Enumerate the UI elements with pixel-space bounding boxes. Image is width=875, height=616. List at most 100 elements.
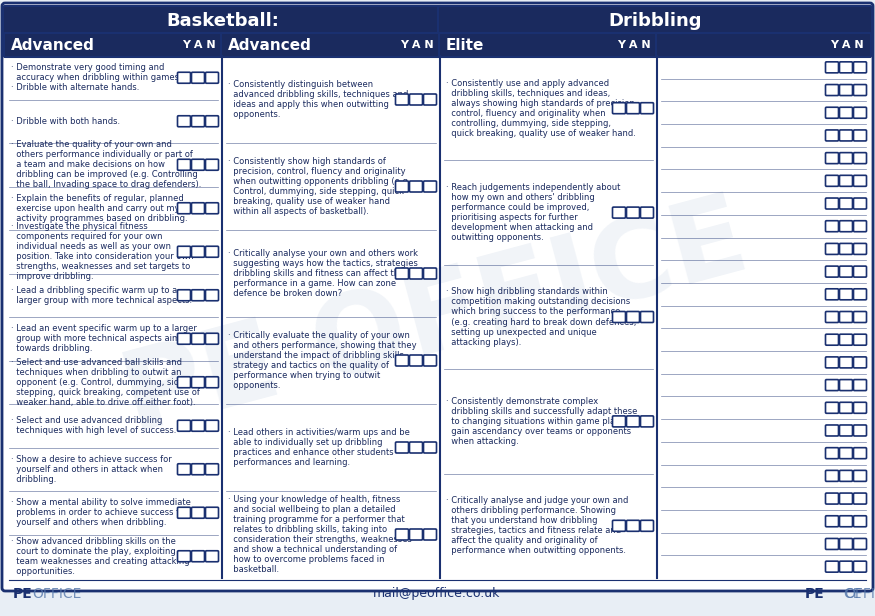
Text: Y A N: Y A N — [618, 40, 651, 50]
FancyBboxPatch shape — [825, 402, 838, 413]
FancyBboxPatch shape — [221, 33, 441, 57]
FancyBboxPatch shape — [853, 289, 866, 300]
Text: Elite: Elite — [446, 38, 485, 52]
FancyBboxPatch shape — [424, 181, 437, 192]
FancyBboxPatch shape — [853, 176, 866, 186]
FancyBboxPatch shape — [853, 266, 866, 277]
FancyBboxPatch shape — [853, 471, 866, 481]
FancyBboxPatch shape — [640, 103, 654, 114]
FancyBboxPatch shape — [206, 116, 219, 127]
FancyBboxPatch shape — [396, 268, 409, 279]
FancyBboxPatch shape — [839, 289, 852, 300]
FancyBboxPatch shape — [396, 442, 409, 453]
FancyBboxPatch shape — [626, 416, 640, 427]
FancyBboxPatch shape — [396, 529, 409, 540]
FancyBboxPatch shape — [206, 333, 219, 344]
FancyBboxPatch shape — [825, 62, 838, 73]
Text: · Consistently distinguish between
  advanced dribbling skills, techniques and
 : · Consistently distinguish between advan… — [228, 80, 409, 119]
FancyBboxPatch shape — [626, 103, 640, 114]
FancyBboxPatch shape — [825, 357, 838, 368]
Text: OFFICE: OFFICE — [32, 587, 81, 601]
FancyBboxPatch shape — [612, 416, 626, 427]
FancyBboxPatch shape — [206, 160, 219, 170]
FancyBboxPatch shape — [825, 107, 838, 118]
FancyBboxPatch shape — [424, 355, 437, 366]
Text: · Show a desire to achieve success for
  yourself and others in attack when
  dr: · Show a desire to achieve success for y… — [11, 455, 172, 484]
FancyBboxPatch shape — [839, 448, 852, 459]
FancyBboxPatch shape — [424, 529, 437, 540]
FancyBboxPatch shape — [178, 290, 191, 301]
FancyBboxPatch shape — [839, 221, 852, 232]
FancyBboxPatch shape — [640, 312, 654, 323]
FancyBboxPatch shape — [853, 243, 866, 254]
Text: · Consistently show high standards of
  precision, control, fluency and original: · Consistently show high standards of pr… — [228, 157, 410, 216]
FancyBboxPatch shape — [396, 355, 409, 366]
Text: · Lead others in activities/warm ups and be
  able to individually set up dribbl: · Lead others in activities/warm ups and… — [228, 428, 410, 467]
FancyBboxPatch shape — [839, 561, 852, 572]
FancyBboxPatch shape — [853, 493, 866, 504]
FancyBboxPatch shape — [825, 221, 838, 232]
FancyBboxPatch shape — [853, 561, 866, 572]
Text: Basketball:: Basketball: — [166, 12, 279, 30]
Text: · Using your knowledge of health, fitness
  and social wellbeing to plan a detai: · Using your knowledge of health, fitnes… — [228, 495, 412, 574]
Text: · Reach judgements independently about
  how my own and others' dribbling
  perf: · Reach judgements independently about h… — [446, 183, 620, 242]
FancyBboxPatch shape — [192, 507, 205, 518]
Text: Dribbling: Dribbling — [608, 12, 702, 30]
Text: · Critically analyse and judge your own and
  others dribbling performance. Show: · Critically analyse and judge your own … — [446, 496, 628, 556]
FancyBboxPatch shape — [853, 84, 866, 95]
FancyBboxPatch shape — [825, 493, 838, 504]
FancyBboxPatch shape — [612, 103, 626, 114]
FancyBboxPatch shape — [839, 379, 852, 391]
Text: PE: PE — [804, 587, 824, 601]
FancyBboxPatch shape — [839, 516, 852, 527]
FancyBboxPatch shape — [192, 246, 205, 257]
FancyBboxPatch shape — [853, 334, 866, 345]
Text: · Show a mental ability to solve immediate
  problems in order to achieve succes: · Show a mental ability to solve immedia… — [11, 498, 191, 527]
FancyBboxPatch shape — [206, 72, 219, 83]
FancyBboxPatch shape — [839, 62, 852, 73]
FancyBboxPatch shape — [839, 130, 852, 141]
FancyBboxPatch shape — [825, 379, 838, 391]
FancyBboxPatch shape — [410, 94, 423, 105]
Text: Y A N: Y A N — [830, 40, 864, 50]
FancyBboxPatch shape — [839, 334, 852, 345]
FancyBboxPatch shape — [853, 153, 866, 164]
FancyBboxPatch shape — [178, 203, 191, 214]
FancyBboxPatch shape — [4, 33, 223, 57]
FancyBboxPatch shape — [825, 425, 838, 436]
FancyBboxPatch shape — [825, 516, 838, 527]
FancyBboxPatch shape — [192, 377, 205, 387]
FancyBboxPatch shape — [192, 551, 205, 562]
FancyBboxPatch shape — [839, 266, 852, 277]
FancyBboxPatch shape — [825, 334, 838, 345]
FancyBboxPatch shape — [853, 221, 866, 232]
FancyBboxPatch shape — [424, 94, 437, 105]
FancyBboxPatch shape — [853, 402, 866, 413]
FancyBboxPatch shape — [178, 551, 191, 562]
Text: · Lead a dribbling specific warm up to a
  larger group with more technical aspe: · Lead a dribbling specific warm up to a… — [11, 286, 192, 305]
FancyBboxPatch shape — [839, 153, 852, 164]
FancyBboxPatch shape — [192, 464, 205, 475]
Text: · Consistently use and apply advanced
  dribbling skills, techniques and ideas,
: · Consistently use and apply advanced dr… — [446, 79, 637, 138]
FancyBboxPatch shape — [853, 62, 866, 73]
FancyBboxPatch shape — [825, 312, 838, 323]
Text: · Consistently demonstrate complex
  dribbling skills and successfully adapt the: · Consistently demonstrate complex dribb… — [446, 397, 637, 446]
FancyBboxPatch shape — [396, 94, 409, 105]
FancyBboxPatch shape — [192, 333, 205, 344]
Text: · Demonstrate very good timing and
  accuracy when dribbling within games.
· Dri: · Demonstrate very good timing and accur… — [11, 63, 182, 92]
FancyBboxPatch shape — [839, 493, 852, 504]
FancyBboxPatch shape — [206, 246, 219, 257]
FancyBboxPatch shape — [839, 84, 852, 95]
FancyBboxPatch shape — [626, 207, 640, 218]
FancyBboxPatch shape — [825, 130, 838, 141]
FancyBboxPatch shape — [612, 521, 626, 531]
FancyBboxPatch shape — [178, 160, 191, 170]
FancyBboxPatch shape — [839, 538, 852, 549]
FancyBboxPatch shape — [839, 198, 852, 209]
Text: · Lead an event specific warm up to a larger
  group with more technical aspects: · Lead an event specific warm up to a la… — [11, 324, 197, 354]
FancyBboxPatch shape — [825, 448, 838, 459]
FancyBboxPatch shape — [396, 181, 409, 192]
FancyBboxPatch shape — [656, 33, 871, 57]
FancyBboxPatch shape — [178, 333, 191, 344]
Text: CE: CE — [844, 587, 862, 601]
